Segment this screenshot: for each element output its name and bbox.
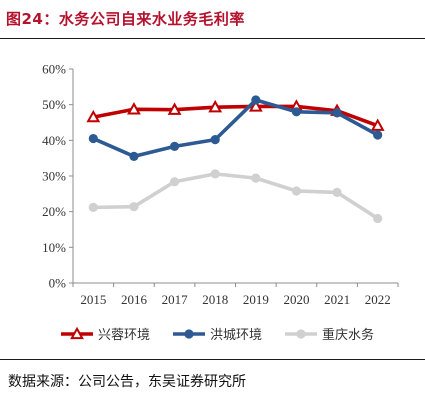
data-point bbox=[210, 169, 220, 179]
legend-label: 洪城环境 bbox=[210, 328, 262, 343]
x-tick-label: 2022 bbox=[365, 292, 391, 307]
data-point bbox=[251, 173, 261, 183]
x-tick-label: 2019 bbox=[243, 292, 269, 307]
data-point bbox=[127, 102, 141, 115]
y-tick-label: 60% bbox=[42, 62, 66, 77]
data-point bbox=[88, 133, 98, 144]
data-point bbox=[167, 102, 182, 115]
data-point bbox=[210, 135, 220, 145]
data-point bbox=[129, 151, 139, 161]
x-tick-label: 2018 bbox=[202, 292, 228, 307]
data-point bbox=[373, 130, 383, 140]
x-tick-label: 2017 bbox=[162, 292, 189, 307]
data-point bbox=[370, 118, 385, 131]
legend-swatch-marker bbox=[184, 329, 194, 339]
data-point bbox=[291, 107, 302, 117]
data-point bbox=[169, 177, 180, 187]
legend-label: 兴蓉环境 bbox=[98, 328, 150, 343]
data-point bbox=[373, 213, 383, 224]
series-3 bbox=[88, 169, 383, 224]
x-tick-label: 2016 bbox=[121, 292, 148, 307]
data-point bbox=[332, 108, 342, 118]
source-note: 数据来源：公司公告，东吴证券研究所 bbox=[8, 374, 246, 390]
data-point bbox=[169, 141, 180, 151]
data-point bbox=[251, 95, 261, 105]
series-2 bbox=[88, 95, 383, 161]
legend-swatch-marker bbox=[296, 329, 306, 339]
data-point bbox=[86, 109, 101, 123]
series-line bbox=[91, 104, 380, 128]
legend-label: 重庆水务 bbox=[322, 327, 374, 343]
y-tick-label: 30% bbox=[42, 169, 66, 184]
y-tick-label: 0% bbox=[49, 276, 67, 291]
series-line bbox=[91, 172, 380, 221]
data-point bbox=[248, 99, 263, 112]
data-point bbox=[129, 202, 139, 212]
y-tick-label: 10% bbox=[42, 240, 66, 255]
series-line bbox=[91, 98, 380, 159]
x-tick-label: 2020 bbox=[283, 292, 309, 307]
figure-title: 图24：水务公司自来水业务毛利率 bbox=[6, 10, 245, 28]
data-point bbox=[291, 186, 302, 196]
x-tick-label: 2015 bbox=[80, 292, 106, 307]
y-tick-label: 40% bbox=[42, 133, 66, 148]
series-1 bbox=[86, 99, 385, 131]
y-tick-label: 20% bbox=[42, 204, 66, 219]
x-tick-label: 2021 bbox=[324, 292, 350, 307]
data-point bbox=[332, 187, 342, 198]
legend-item: 兴蓉环境 bbox=[61, 326, 150, 343]
data-point bbox=[88, 202, 98, 212]
legend-swatch-marker bbox=[70, 326, 84, 340]
data-point bbox=[208, 99, 223, 113]
legend-item: 重庆水务 bbox=[285, 327, 374, 343]
legend-item: 洪城环境 bbox=[173, 328, 262, 343]
bottom-rule bbox=[0, 359, 425, 360]
top-rule bbox=[0, 38, 425, 39]
y-tick-label: 50% bbox=[42, 97, 66, 112]
